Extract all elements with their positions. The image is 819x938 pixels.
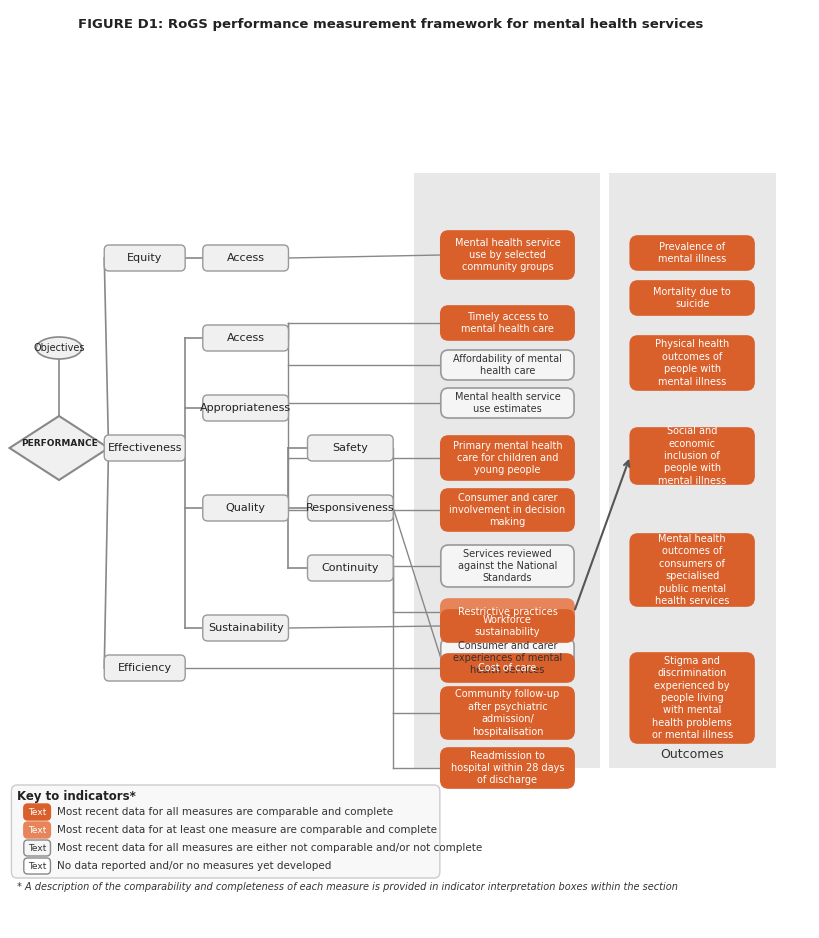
FancyBboxPatch shape <box>441 654 573 682</box>
Text: * A description of the comparability and completeness of each measure is provide: * A description of the comparability and… <box>17 882 677 892</box>
FancyBboxPatch shape <box>630 428 753 484</box>
FancyBboxPatch shape <box>441 231 573 279</box>
FancyBboxPatch shape <box>630 653 753 743</box>
FancyBboxPatch shape <box>630 281 753 315</box>
Text: Efficiency: Efficiency <box>117 663 171 673</box>
Text: Community follow-up
after psychiatric
admission/
hospitalisation: Community follow-up after psychiatric ad… <box>455 689 559 736</box>
FancyBboxPatch shape <box>307 555 393 581</box>
FancyBboxPatch shape <box>441 748 573 788</box>
Text: PERFORMANCE: PERFORMANCE <box>20 438 97 447</box>
Bar <box>414 173 599 768</box>
Text: FIGURE D1: RoGS performance measurement framework for mental health services: FIGURE D1: RoGS performance measurement … <box>78 18 702 31</box>
Text: Outputs: Outputs <box>481 748 531 761</box>
Text: Objectives: Objectives <box>34 343 84 353</box>
Text: Text: Text <box>28 843 46 853</box>
Text: Consumer and carer
experiences of mental
health services: Consumer and carer experiences of mental… <box>452 641 561 675</box>
FancyBboxPatch shape <box>441 610 573 642</box>
Text: Social and
economic
inclusion of
people with
mental illness: Social and economic inclusion of people … <box>657 426 726 486</box>
Text: No data reported and/or no measures yet developed: No data reported and/or no measures yet … <box>57 861 331 871</box>
Text: Responsiveness: Responsiveness <box>305 503 394 513</box>
FancyBboxPatch shape <box>441 436 573 480</box>
FancyBboxPatch shape <box>202 245 288 271</box>
FancyBboxPatch shape <box>441 306 573 340</box>
FancyBboxPatch shape <box>202 495 288 521</box>
FancyBboxPatch shape <box>202 395 288 421</box>
Text: Most recent data for at least one measure are comparable and complete: Most recent data for at least one measur… <box>57 825 437 835</box>
FancyBboxPatch shape <box>202 325 288 351</box>
Text: Physical health
outcomes of
people with
mental illness: Physical health outcomes of people with … <box>654 340 728 386</box>
Text: Consumer and carer
involvement in decision
making: Consumer and carer involvement in decisi… <box>449 492 565 527</box>
FancyBboxPatch shape <box>630 534 753 606</box>
FancyBboxPatch shape <box>11 785 439 878</box>
FancyBboxPatch shape <box>104 435 185 461</box>
FancyBboxPatch shape <box>441 489 573 531</box>
FancyBboxPatch shape <box>24 804 51 820</box>
Text: Timely access to
mental health care: Timely access to mental health care <box>460 311 553 334</box>
Text: Appropriateness: Appropriateness <box>200 403 291 413</box>
FancyBboxPatch shape <box>24 840 51 856</box>
Text: Workforce
sustainability: Workforce sustainability <box>474 614 540 637</box>
Text: Safety: Safety <box>332 443 368 453</box>
Text: Mental health
outcomes of
consumers of
specialised
public mental
health services: Mental health outcomes of consumers of s… <box>654 534 728 606</box>
Text: Primary mental health
care for children and
young people: Primary mental health care for children … <box>452 441 562 476</box>
Ellipse shape <box>36 337 82 359</box>
Text: Mental health service
use estimates: Mental health service use estimates <box>454 392 559 415</box>
Text: Text: Text <box>28 825 46 835</box>
FancyBboxPatch shape <box>441 599 573 625</box>
FancyBboxPatch shape <box>307 495 393 521</box>
Text: Stigma and
discrimination
experienced by
people living
with mental
health proble: Stigma and discrimination experienced by… <box>651 656 732 740</box>
Text: Sustainability: Sustainability <box>207 623 283 633</box>
FancyBboxPatch shape <box>441 388 573 418</box>
FancyBboxPatch shape <box>441 638 573 678</box>
FancyBboxPatch shape <box>441 545 573 587</box>
Text: Services reviewed
against the National
Standards: Services reviewed against the National S… <box>457 549 556 583</box>
Text: Prevalence of
mental illness: Prevalence of mental illness <box>657 242 726 265</box>
Text: Key to indicators*: Key to indicators* <box>17 790 136 803</box>
Text: Access: Access <box>226 253 265 263</box>
Text: Affordability of mental
health care: Affordability of mental health care <box>452 354 561 376</box>
Text: Quality: Quality <box>225 503 265 513</box>
Text: Text: Text <box>28 861 46 870</box>
FancyBboxPatch shape <box>24 822 51 838</box>
FancyBboxPatch shape <box>104 655 185 681</box>
Text: Mortality due to
suicide: Mortality due to suicide <box>653 287 730 310</box>
FancyBboxPatch shape <box>630 236 753 270</box>
Text: Most recent data for all measures are either not comparable and/or not complete: Most recent data for all measures are ei… <box>57 843 482 853</box>
Text: Access: Access <box>226 333 265 343</box>
Text: Outcomes: Outcomes <box>659 748 723 761</box>
Text: Most recent data for all measures are comparable and complete: Most recent data for all measures are co… <box>57 807 393 817</box>
FancyBboxPatch shape <box>307 435 393 461</box>
FancyBboxPatch shape <box>441 687 573 739</box>
Bar <box>609 173 775 768</box>
Text: Cost of care: Cost of care <box>477 663 536 673</box>
Text: Readmission to
hospital within 28 days
of discharge: Readmission to hospital within 28 days o… <box>450 750 563 785</box>
Text: Restrictive practices: Restrictive practices <box>457 607 557 617</box>
FancyBboxPatch shape <box>630 336 753 390</box>
Polygon shape <box>10 416 108 480</box>
Text: Effectiveness: Effectiveness <box>107 443 182 453</box>
FancyBboxPatch shape <box>202 615 288 641</box>
FancyBboxPatch shape <box>104 245 185 271</box>
Text: Mental health service
use by selected
community groups: Mental health service use by selected co… <box>454 237 559 272</box>
FancyBboxPatch shape <box>441 350 573 380</box>
Text: Equity: Equity <box>127 253 162 263</box>
Text: Continuity: Continuity <box>321 563 378 573</box>
Text: Text: Text <box>28 808 46 816</box>
FancyBboxPatch shape <box>24 858 51 874</box>
